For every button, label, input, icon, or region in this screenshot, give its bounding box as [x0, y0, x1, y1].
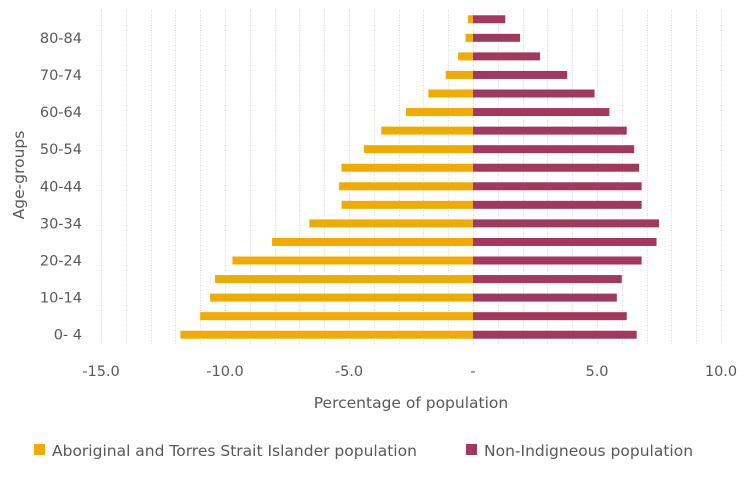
bar-non-indigenous-1014 [473, 293, 617, 302]
x-tick-label: -5.0 [335, 364, 363, 380]
bar-aboriginal-3034 [309, 219, 473, 228]
bar-aboriginal-5559 [381, 126, 473, 135]
bars [180, 15, 659, 339]
gridlines [101, 10, 722, 344]
bar-non-indigenous-7579 [473, 52, 540, 61]
y-axis-tick-labels: 0- 4 10-14 20-24 30-34 40-44 50-54 60-64 70-74 8… [40, 31, 82, 344]
bar-non-indigenous-4044 [473, 182, 642, 191]
y-axis-title: Age-groups [10, 131, 28, 220]
bar-non-indigenous-2024 [473, 256, 642, 265]
bar-non-indigenous-7074 [473, 70, 568, 79]
y-tick-label: 40-44 [40, 179, 82, 195]
bar-aboriginal-6064 [406, 108, 473, 117]
legend-swatch-non-indigenous [466, 444, 477, 455]
x-tick-label: - [470, 364, 475, 380]
bar-aboriginal-4044 [339, 182, 473, 191]
bar-aboriginal-3539 [341, 200, 473, 209]
bar-aboriginal-7074 [445, 70, 473, 79]
bar-aboriginal-1014 [210, 293, 473, 302]
bar-non-indigenous-5054 [473, 145, 635, 154]
bar-non-indigenous-04 [473, 330, 637, 339]
bar-aboriginal-5054 [363, 145, 473, 154]
y-tick-label: 80-84 [40, 31, 82, 47]
y-tick-label: 30-34 [40, 216, 82, 232]
bar-non-indigenous-2529 [473, 237, 657, 246]
bar-aboriginal-6569 [428, 89, 473, 98]
bar-aboriginal-1519 [215, 275, 473, 284]
bar-non-indigenous-3034 [473, 219, 659, 228]
bar-non-indigenous-4549 [473, 163, 640, 172]
legend-label-non-indigenous: Non-Indigneous population [484, 442, 693, 460]
bar-aboriginal-2024 [232, 256, 473, 265]
bar-non-indigenous-85+ [473, 15, 506, 24]
y-tick-label: 20-24 [40, 254, 82, 270]
bar-aboriginal-4549 [341, 163, 473, 172]
bar-aboriginal-8084 [465, 33, 473, 42]
bar-non-indigenous-5559 [473, 126, 627, 135]
bar-aboriginal-04 [180, 330, 474, 339]
y-tick-label: 0- 4 [54, 328, 82, 344]
legend-swatch-aboriginal [34, 444, 45, 455]
y-tick-label: 70-74 [40, 68, 82, 84]
bar-non-indigenous-6569 [473, 89, 595, 98]
bar-non-indigenous-6064 [473, 108, 610, 117]
legend: Aboriginal and Torres Strait Islander po… [34, 442, 693, 460]
bar-non-indigenous-59 [473, 312, 627, 321]
bar-non-indigenous-8084 [473, 33, 521, 42]
bar-non-indigenous-1519 [473, 275, 622, 284]
x-tick-label: -10.0 [206, 364, 244, 380]
x-axis-title: Percentage of population [314, 394, 508, 412]
y-tick-label: 50-54 [40, 142, 82, 158]
x-axis-tick-labels: -15.0 -10.0 -5.0-5.0 10.0 [82, 364, 737, 380]
bar-non-indigenous-3539 [473, 200, 642, 209]
bar-aboriginal-85+ [468, 15, 473, 24]
x-tick-label: 10.0 [705, 364, 737, 380]
x-tick-label: 5.0 [585, 364, 608, 380]
x-tick-label: -15.0 [82, 364, 120, 380]
legend-label-aboriginal: Aboriginal and Torres Strait Islander po… [52, 442, 417, 460]
bar-aboriginal-7579 [458, 52, 473, 61]
bar-aboriginal-2529 [272, 237, 473, 246]
y-tick-label: 60-64 [40, 105, 82, 121]
bar-aboriginal-59 [200, 312, 473, 321]
y-tick-label: 10-14 [40, 291, 82, 307]
